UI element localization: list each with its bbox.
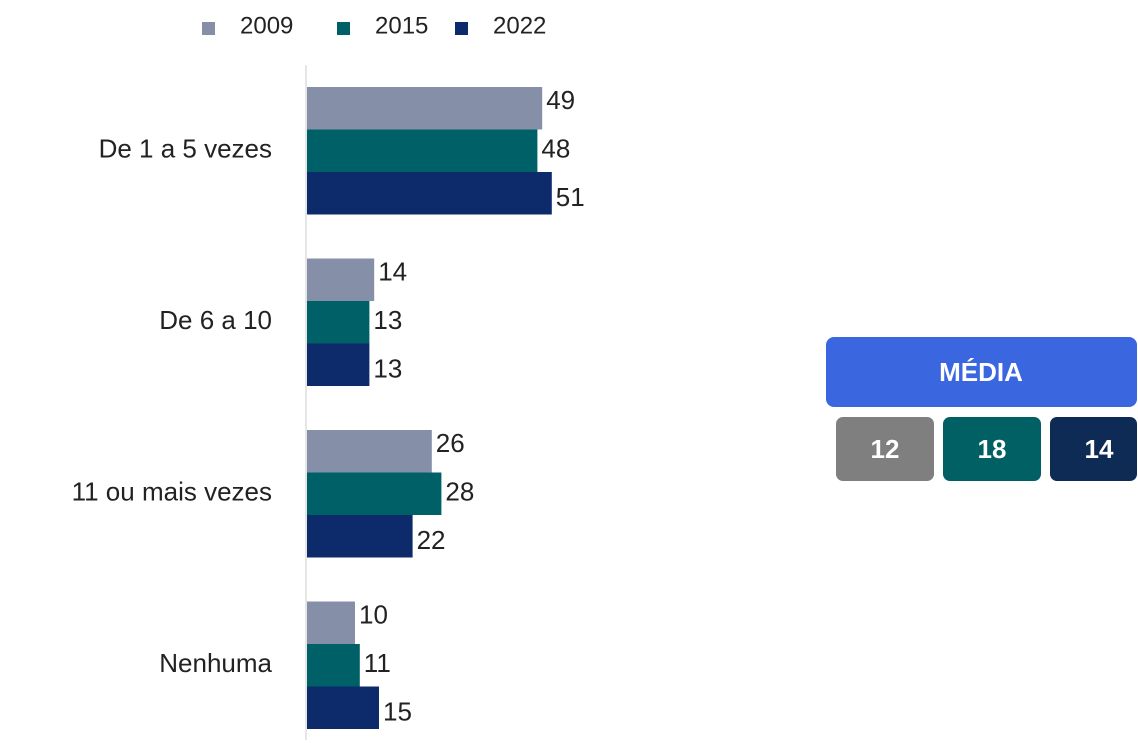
bar xyxy=(307,644,360,687)
category-label: De 1 a 5 vezes xyxy=(99,134,272,164)
value-label: 28 xyxy=(445,477,474,507)
value-label: 51 xyxy=(556,182,585,212)
value-label: 22 xyxy=(417,525,446,555)
legend-swatch xyxy=(337,22,350,35)
summary-header xyxy=(826,337,1137,407)
bar xyxy=(307,601,355,644)
summary-box xyxy=(836,417,934,481)
value-label: 11 xyxy=(364,648,391,678)
summary-box xyxy=(1050,417,1137,481)
summary-box xyxy=(943,417,1041,481)
summary-value: 14 xyxy=(1085,434,1114,464)
value-label: 48 xyxy=(541,134,570,164)
bar xyxy=(307,301,370,344)
summary-value: 18 xyxy=(978,434,1007,464)
value-label: 14 xyxy=(378,257,407,287)
value-label: 15 xyxy=(383,697,412,727)
value-label: 49 xyxy=(546,85,575,115)
legend-label: 2015 xyxy=(375,12,428,39)
summary-value: 12 xyxy=(871,434,900,464)
category-label: 11 ou mais vezes xyxy=(72,477,272,507)
bar xyxy=(307,515,413,558)
legend-swatch xyxy=(202,22,215,35)
legend-label: 2009 xyxy=(240,12,293,39)
category-label: De 6 a 10 xyxy=(159,305,272,335)
summary-title: MÉDIA xyxy=(939,357,1023,387)
category-label: Nenhuma xyxy=(159,648,272,678)
bar xyxy=(307,430,432,473)
value-label: 26 xyxy=(436,428,465,458)
bar xyxy=(307,172,552,215)
value-label: 13 xyxy=(373,354,402,384)
legend-label: 2022 xyxy=(493,12,546,39)
bar xyxy=(307,472,442,515)
legend-swatch xyxy=(455,22,468,35)
value-label: 13 xyxy=(373,305,402,335)
value-label: 10 xyxy=(359,600,388,630)
bar xyxy=(307,258,375,301)
bar xyxy=(307,129,538,172)
bar xyxy=(307,87,543,130)
bar xyxy=(307,343,370,386)
bar xyxy=(307,686,379,729)
